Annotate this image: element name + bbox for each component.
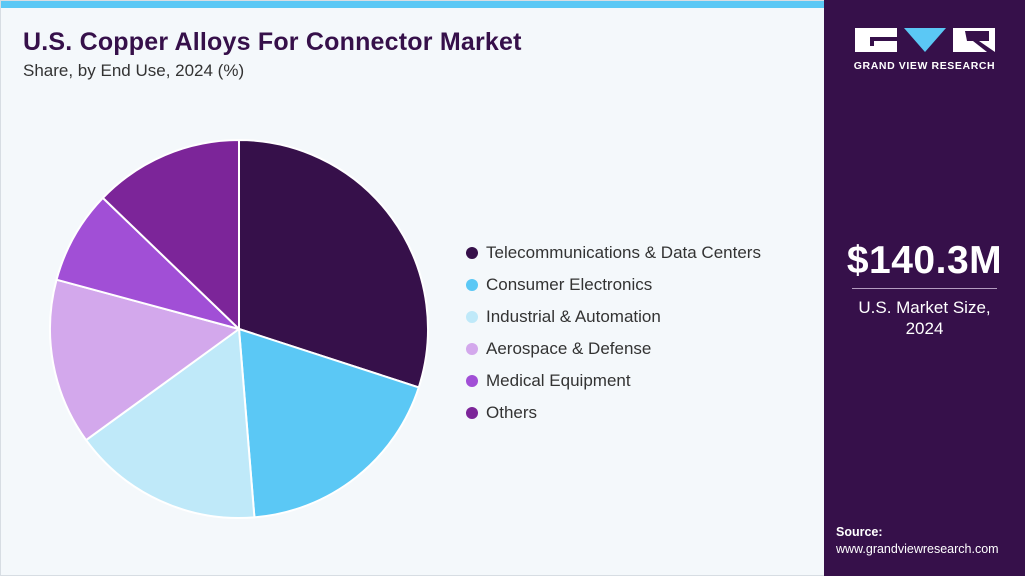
logo-g-mark <box>854 28 897 52</box>
legend-item: Others <box>466 397 761 429</box>
source-url[interactable]: www.grandviewresearch.com <box>836 542 999 556</box>
pie-slice-3 <box>49 278 240 442</box>
legend-swatch <box>466 343 478 355</box>
source-note: Source: www.grandviewresearch.com <box>836 524 999 558</box>
legend-swatch <box>466 247 478 259</box>
accent-strip <box>1 1 825 8</box>
legend-label: Industrial & Automation <box>486 307 661 326</box>
pie-slice-1 <box>238 328 420 519</box>
brand-logo: GRAND VIEW RESEARCH <box>852 28 997 72</box>
legend-swatch <box>466 407 478 419</box>
legend-item: Medical Equipment <box>466 365 761 397</box>
market-size-label: U.S. Market Size, 2024 <box>858 298 991 338</box>
legend-label: Telecommunications & Data Centers <box>486 243 761 262</box>
legend-label: Medical Equipment <box>486 371 631 390</box>
legend-item: Telecommunications & Data Centers <box>466 237 761 269</box>
legend-label: Consumer Electronics <box>486 275 653 294</box>
logo-r-mark <box>952 28 995 52</box>
pie-slice-4 <box>55 196 240 330</box>
legend-item: Industrial & Automation <box>466 301 761 333</box>
legend-label: Others <box>486 403 538 422</box>
summary-panel: GRAND VIEW RESEARCH $140.3M U.S. Market … <box>824 0 1025 576</box>
pie-slice-2 <box>85 328 256 519</box>
chart-panel: U.S. Copper Alloys For Connector Market … <box>0 0 825 576</box>
chart-legend: Telecommunications & Data Centers Consume… <box>466 237 761 429</box>
legend-item: Aerospace & Defense <box>466 333 761 365</box>
legend-swatch <box>466 375 478 387</box>
chart-subtitle: Share, by End Use, 2024 (%) <box>23 61 245 80</box>
pie-slice-0 <box>238 139 429 389</box>
stat-divider <box>852 288 997 289</box>
source-label: Source: <box>836 525 883 539</box>
chart-title: U.S. Copper Alloys For Connector Market <box>23 28 522 56</box>
brand-name: GRAND VIEW RESEARCH <box>853 60 996 72</box>
legend-swatch <box>466 311 478 323</box>
logo-v-mark <box>903 28 946 52</box>
market-size-stat: $140.3M U.S. Market Size, 2024 <box>824 238 1025 339</box>
pie-slice-5 <box>101 139 240 330</box>
market-size-value: $140.3M <box>846 239 1003 282</box>
pie-chart <box>49 139 429 519</box>
legend-label: Aerospace & Defense <box>486 339 652 358</box>
legend-swatch <box>466 279 478 291</box>
legend-item: Consumer Electronics <box>466 269 761 301</box>
logo-marks <box>854 28 995 52</box>
